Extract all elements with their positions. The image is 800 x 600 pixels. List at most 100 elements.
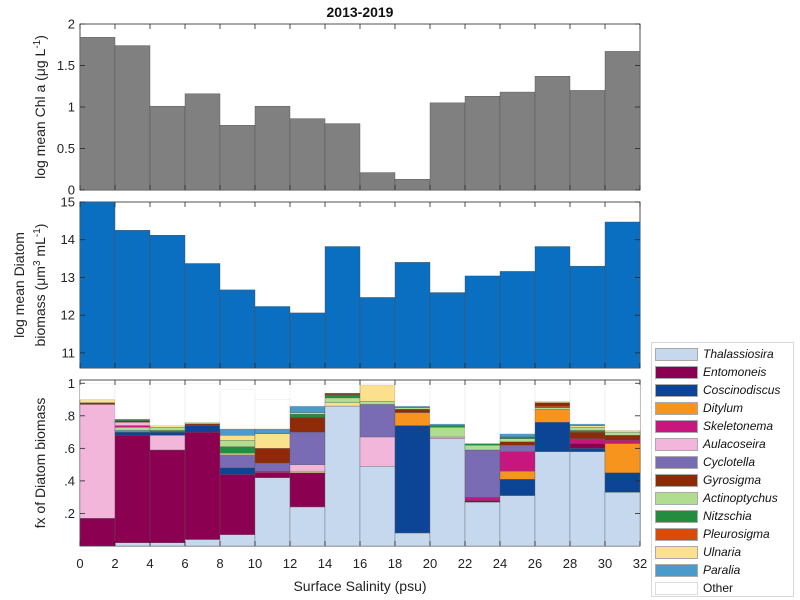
chl-ylabel: log mean Chl a (μg L-1) [32, 35, 49, 179]
segment-thalassiosira-15 [604, 492, 641, 547]
legend-label: Skeletonema [703, 419, 774, 433]
segment-ulnaria-4 [219, 453, 256, 456]
segment-other-8 [359, 383, 396, 386]
segment-skeletonema-5 [254, 470, 291, 473]
xtick-label: 4 [146, 556, 153, 571]
segment-other-1 [114, 383, 151, 420]
segment-ulnaria-0 [79, 399, 116, 403]
ytick-label: 12 [61, 308, 75, 323]
segment-ulnaria-5 [254, 433, 291, 449]
segment-actinoptychus-9 [394, 407, 431, 410]
segment-entomoneis-5 [254, 472, 291, 478]
legend-label: Cyclotella [703, 455, 756, 469]
chl-bar-5 [254, 105, 291, 191]
segment-ulnaria-4 [219, 435, 256, 441]
segment-gyrosigma-7 [324, 392, 361, 395]
legend-swatch [655, 510, 698, 523]
segment-thalassiosira-3 [184, 539, 221, 547]
diatom-bars [79, 201, 641, 369]
xtick-label: 22 [458, 556, 472, 571]
segment-coscinodiscus-1 [114, 431, 151, 436]
segment-ditylum-13 [534, 409, 571, 423]
segment-coscinodiscus-2 [149, 431, 186, 436]
chl-bars [79, 37, 641, 191]
xtick-label: 18 [388, 556, 402, 571]
legend-item-thalassiosira: Thalassiosira [655, 346, 793, 362]
legend-label: Coscinodiscus [703, 383, 781, 397]
segment-thalassiosira-9 [394, 532, 431, 547]
segment-aulacoseira-10 [429, 436, 466, 439]
diatom-bar-9 [394, 262, 431, 369]
segment-gyrosigma-1 [114, 420, 151, 423]
segment-actinoptychus-14 [569, 427, 606, 431]
ytick-label: 15 [61, 195, 75, 210]
segment-cyclotella-11 [464, 449, 501, 498]
legend-swatch [655, 456, 698, 469]
segment-cyclotella-8 [359, 404, 396, 438]
segment-nitzschia-2 [149, 430, 186, 433]
segment-nitzschia-12 [499, 436, 536, 439]
segment-thalassiosira-2 [149, 542, 186, 547]
diatom-bar-1 [114, 230, 151, 369]
segment-actinoptychus-12 [499, 438, 536, 443]
segment-actinoptychus-1 [114, 427, 151, 431]
segment-skeletonema-12 [499, 451, 536, 472]
diatom-bar-13 [534, 246, 571, 369]
segment-skeletonema-14 [569, 438, 606, 444]
legend-swatch [655, 546, 698, 559]
segment-paralia-6 [289, 405, 326, 413]
diatom-bar-10 [429, 292, 466, 369]
diatom-bar-6 [289, 312, 326, 369]
xtick-label: 16 [353, 556, 367, 571]
segment-actinoptychus-3 [184, 422, 221, 425]
legend: Thalassiosira Entomoneis Coscinodiscus Dity… [651, 342, 794, 597]
segment-coscinodiscus-14 [569, 448, 606, 452]
chl-bar-2 [149, 105, 186, 191]
segment-actinoptychus-10 [429, 427, 466, 438]
segment-cyclotella-12 [499, 444, 536, 452]
ytick-label: 1 [68, 376, 75, 391]
legend-label: Entomoneis [703, 365, 767, 379]
segment-other-10 [429, 383, 466, 425]
chl-bar-10 [429, 102, 466, 191]
legend-item-nitzschia: Nitzschia [655, 508, 793, 524]
segment-nitzschia-7 [324, 394, 361, 399]
chl-bar-11 [464, 96, 501, 191]
segment-nitzschia-4 [219, 446, 256, 454]
legend-label: Thalassiosira [703, 347, 774, 361]
segment-actinoptychus-13 [534, 407, 571, 410]
segment-cyclotella-6 [289, 431, 326, 465]
ytick-label: 14 [61, 232, 75, 247]
legend-label: Ulnaria [703, 545, 742, 559]
segment-gyrosigma-13 [534, 402, 571, 407]
ytick-label: 1.5 [57, 58, 75, 73]
segment-aulacoseira-8 [359, 436, 396, 467]
segment-other-2 [149, 383, 186, 426]
segment-entomoneis-1 [114, 435, 151, 543]
legend-label: Paralia [703, 563, 741, 577]
segment-entomoneis-11 [464, 500, 501, 503]
segment-other-5 [254, 399, 291, 429]
segment-thalassiosira-5 [254, 477, 291, 547]
segment-gyrosigma-5 [254, 448, 291, 464]
segment-entomoneis-3 [184, 431, 221, 540]
diatom-ylabel-line1: log mean Diatom [11, 232, 27, 338]
segment-nitzschia-6 [289, 414, 326, 418]
legend-label: Nitzschia [703, 509, 752, 523]
xtick-label: 32 [633, 556, 647, 571]
legend-item-entomoneis: Entomoneis [655, 364, 793, 380]
chl-bar-9 [394, 179, 431, 191]
xtick-label: 28 [563, 556, 577, 571]
diatom-bar-2 [149, 234, 186, 369]
diatom-bar-5 [254, 306, 291, 369]
segment-gyrosigma-0 [79, 402, 116, 405]
segment-ulnaria-15 [604, 430, 641, 433]
segment-other-6 [289, 383, 326, 407]
diatom-bar-7 [324, 246, 361, 369]
chl-bar-8 [359, 172, 396, 191]
composition-yticks: .2 .4 .6 .8 1 [64, 376, 640, 521]
segment-thalassiosira-7 [324, 405, 361, 547]
legend-swatch [655, 420, 698, 433]
diatom-bar-11 [464, 275, 501, 369]
legend-item-pleurosigma: Pleurosigma [655, 526, 793, 542]
